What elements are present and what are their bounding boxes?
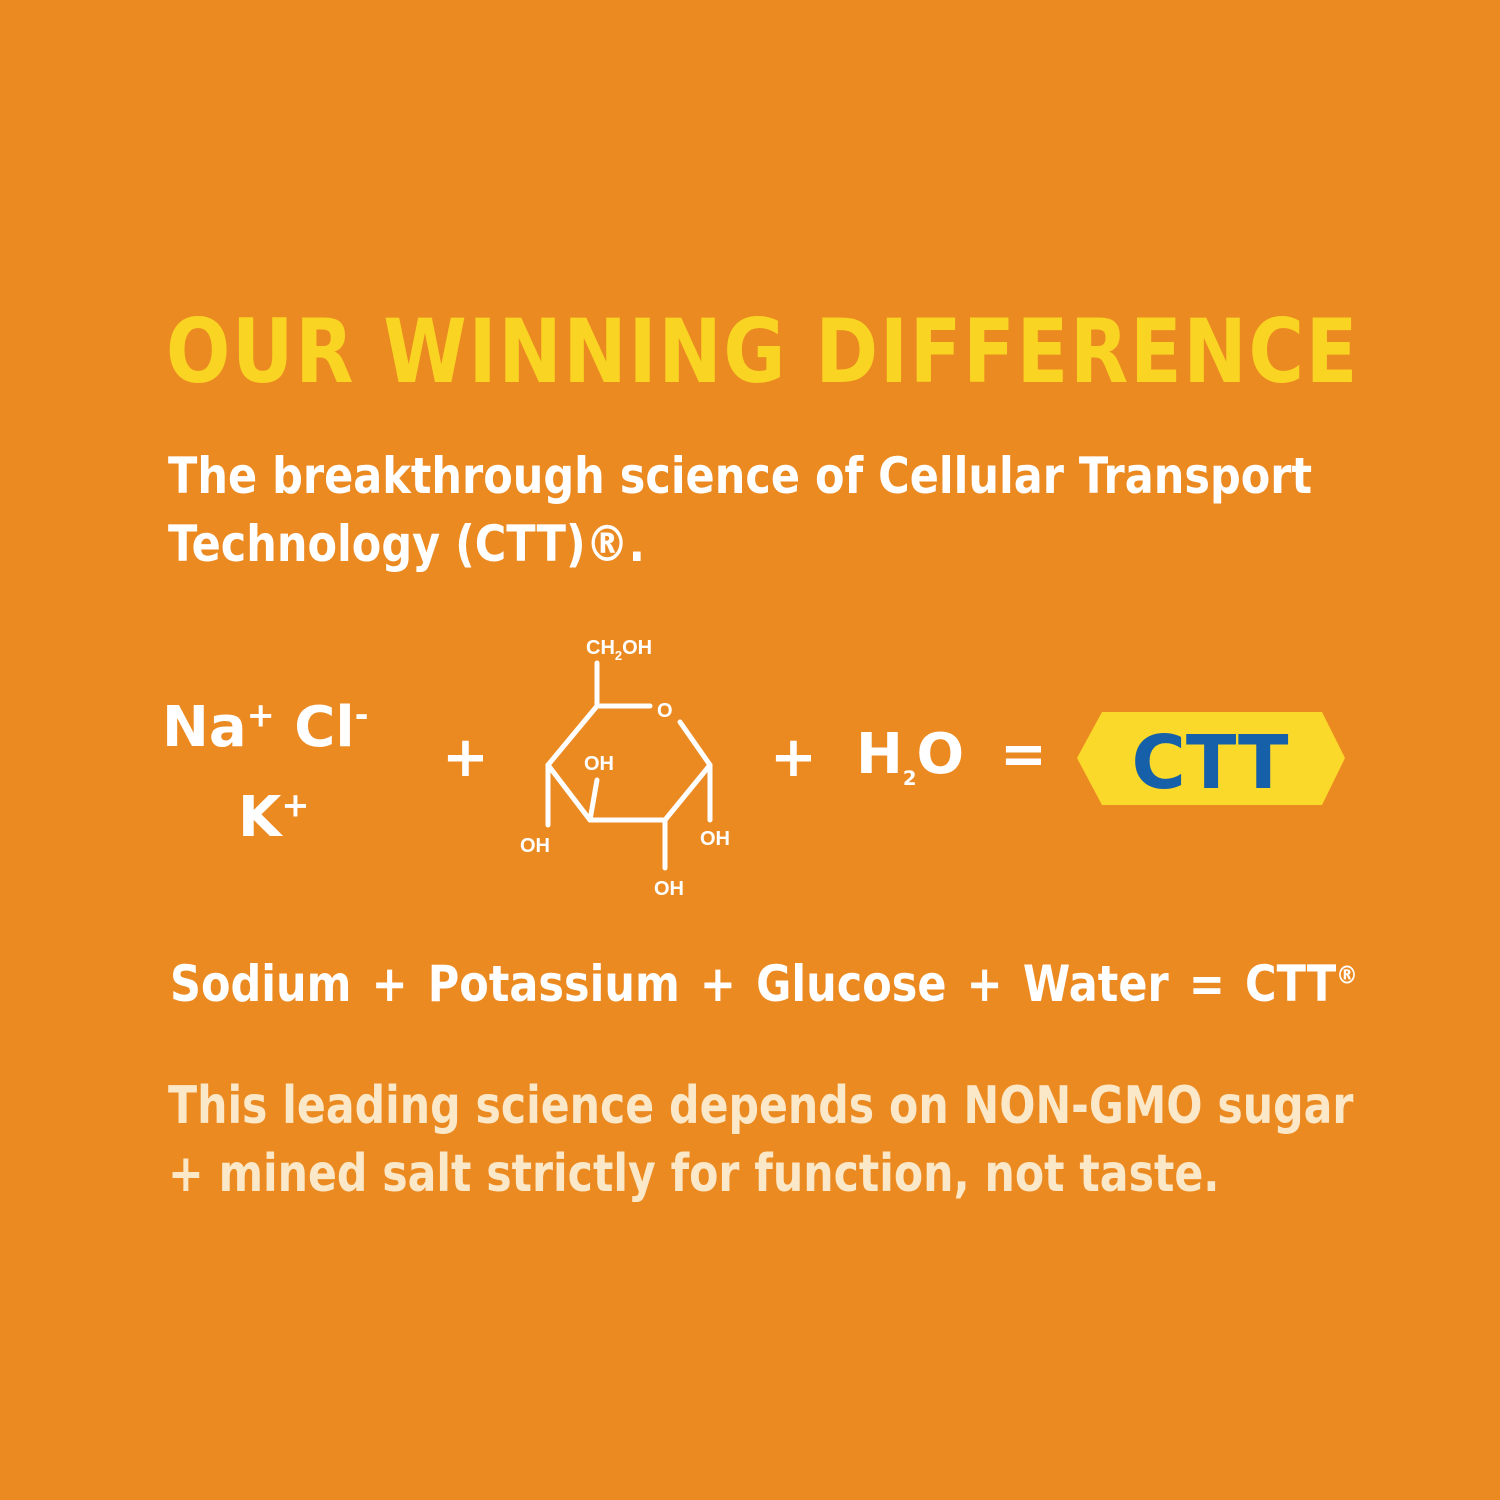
plus-sign: + — [966, 955, 1003, 1013]
chloride-charge: - — [354, 695, 369, 735]
ctt-badge-text: CTT — [1132, 720, 1289, 806]
water-o: O — [916, 722, 965, 787]
potassium-ion: K+ — [238, 785, 310, 850]
equals-sign: = — [1000, 722, 1047, 787]
svg-text:CH2OH: CH2OH — [586, 637, 652, 663]
word-ctt: CTT — [1245, 955, 1337, 1013]
subtitle: The breakthrough science of Cellular Tra… — [168, 442, 1312, 578]
plus-sign: + — [371, 955, 408, 1013]
water-subscript: 2 — [902, 767, 917, 791]
page-title: OUR WINNING DIFFERENCE — [166, 300, 1360, 403]
word-glucose: Glucose — [756, 955, 947, 1013]
ingredients-equation: Sodium + Potassium + Glucose + Water = C… — [170, 955, 1358, 1013]
ch2oh-subscript: 2 — [615, 648, 622, 663]
word-sodium: Sodium — [170, 955, 352, 1013]
potassium-charge: + — [281, 785, 310, 825]
hydroxyl-label: OH — [584, 753, 614, 775]
description-paragraph: This leading science depends on NON-GMO … — [168, 1072, 1353, 1208]
sodium-charge: + — [246, 695, 275, 735]
paragraph-line-2: + mined salt strictly for function, not … — [168, 1144, 1220, 1204]
ring-oxygen: O — [657, 700, 673, 722]
hydroxyl-label: OH — [700, 828, 730, 850]
hydroxyl-label: OH — [654, 878, 684, 900]
sodium-chloride-ions: Na+ Cl- — [162, 695, 369, 760]
ch2oh-label: CH — [586, 637, 615, 659]
equals-sign: = — [1188, 955, 1225, 1013]
plus-sign: + — [770, 725, 817, 790]
hydroxyl-label: OH — [520, 835, 550, 857]
water-formula: H2O — [856, 722, 964, 790]
chloride-symbol: Cl — [294, 695, 355, 760]
plus-sign: + — [442, 725, 489, 790]
subtitle-line-2: Technology (CTT)®. — [168, 515, 645, 573]
word-potassium: Potassium — [427, 955, 680, 1013]
sodium-symbol: Na — [162, 695, 247, 760]
plus-sign: + — [699, 955, 736, 1013]
paragraph-line-1: This leading science depends on NON-GMO … — [168, 1076, 1354, 1136]
ctt-badge: CTT — [1077, 712, 1345, 806]
water-h: H — [856, 722, 903, 787]
ch2oh-oh: OH — [622, 637, 652, 659]
word-water: Water — [1022, 955, 1169, 1013]
registered-mark: ® — [1336, 960, 1358, 990]
potassium-symbol: K — [238, 785, 282, 850]
subtitle-line-1: The breakthrough science of Cellular Tra… — [168, 447, 1313, 505]
